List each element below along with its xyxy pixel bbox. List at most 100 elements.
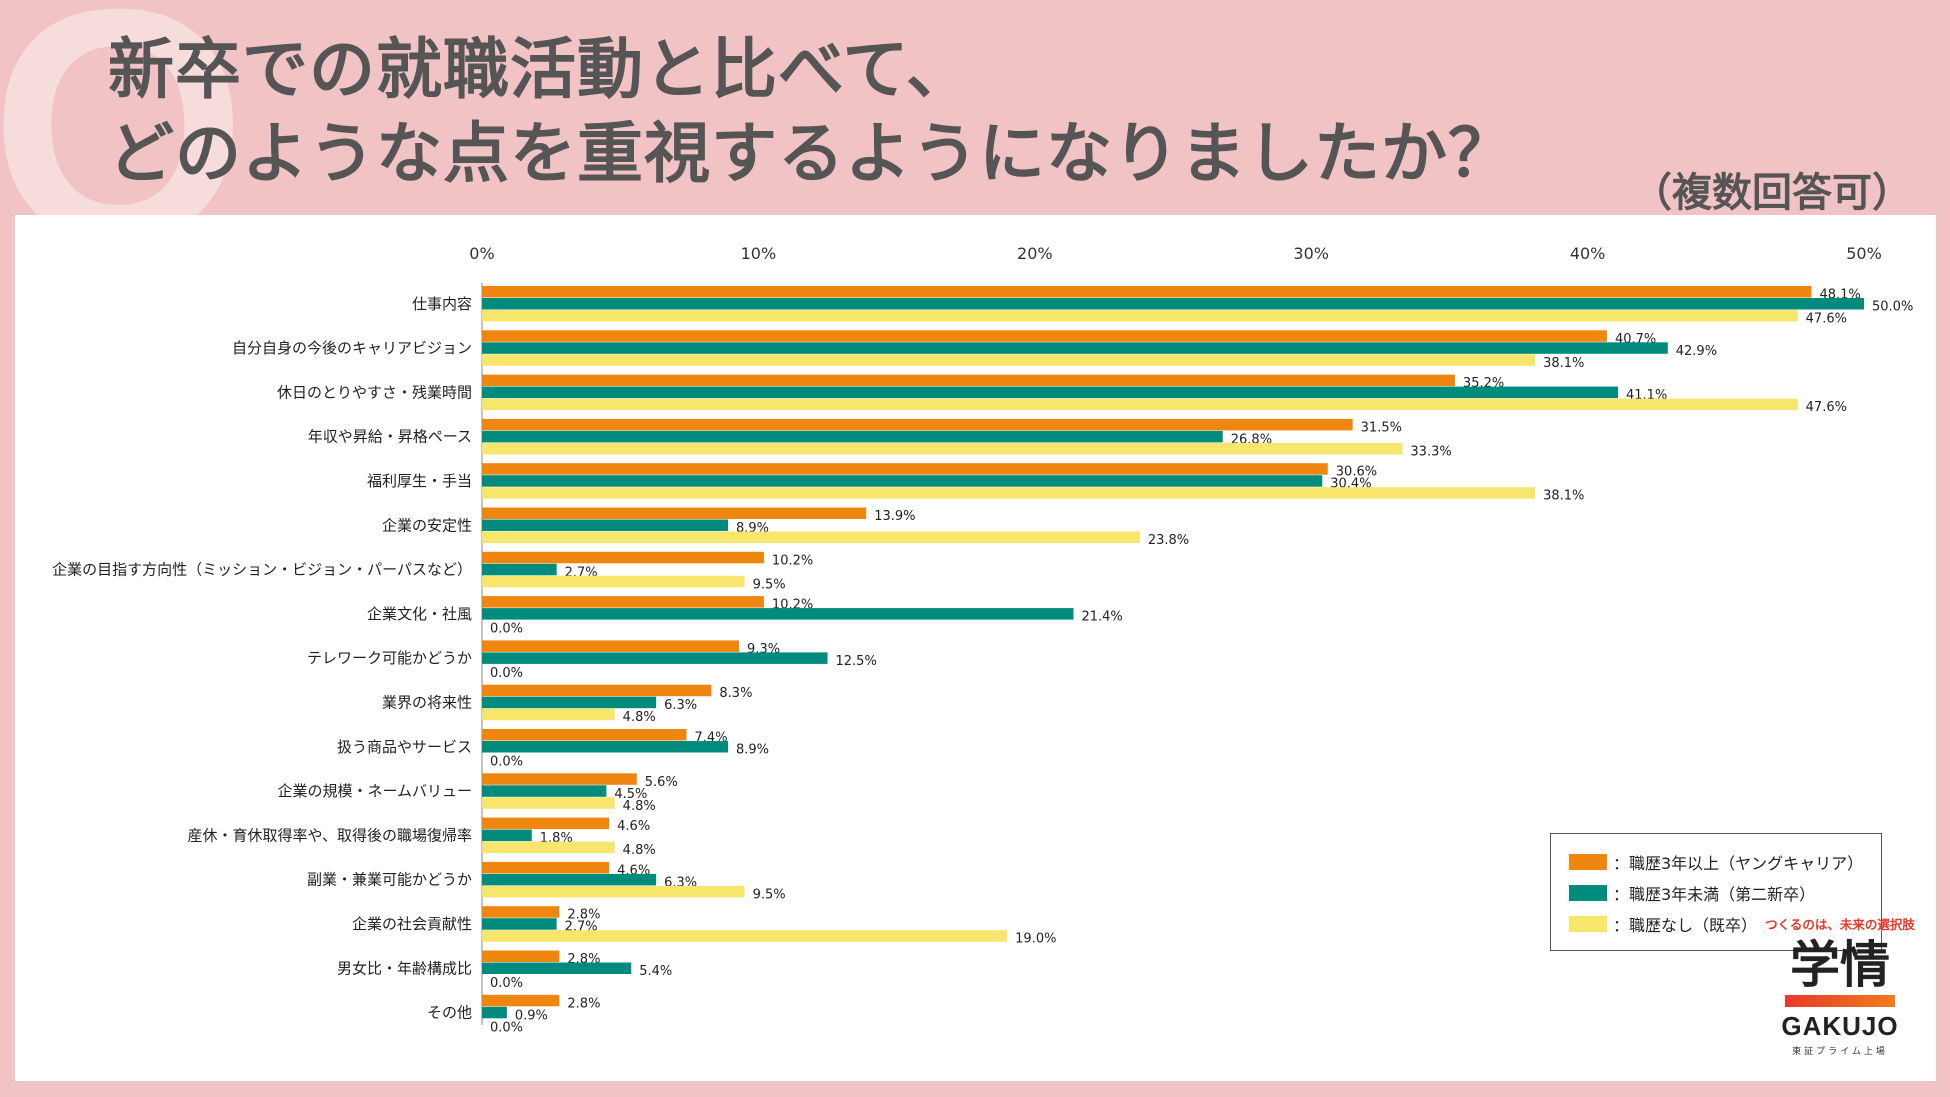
chart-legend: ：職歴3年以上（ヤングキャリア） ：職歴3年未満（第二新卒） ：職歴なし（既卒） — [1550, 833, 1882, 951]
bar-yellow — [482, 442, 1403, 455]
bar-teal — [482, 519, 728, 531]
multiple-answer-note: （複数回答可） — [1632, 170, 1912, 216]
data-label: 9.5% — [753, 577, 786, 592]
data-label: 4.5% — [614, 787, 647, 802]
data-label: 5.6% — [645, 775, 678, 790]
bar-orange — [482, 906, 560, 918]
bar-yellow — [482, 708, 615, 721]
bar-teal — [482, 873, 657, 886]
logo-brand-en: GAKUJO — [1781, 1011, 1899, 1041]
legend-item-second-new-grad: ：職歴3年未満（第二新卒） — [1569, 882, 1815, 904]
bar-teal — [482, 386, 1619, 399]
bar-teal — [482, 430, 1223, 443]
category-label: その他 — [427, 1004, 472, 1022]
bar-yellow — [482, 930, 1008, 942]
bar-yellow — [482, 531, 1140, 543]
logo-gradient-bar — [1785, 995, 1895, 1007]
bar-orange — [482, 418, 1353, 431]
bar-yellow — [482, 354, 1536, 366]
bar-orange — [482, 950, 560, 962]
category-label: 企業の規模・ネームバリュー — [277, 782, 472, 800]
category-label: 企業文化・社風 — [367, 605, 472, 623]
bar-teal — [482, 475, 1323, 487]
category-label: 仕事内容 — [412, 295, 472, 313]
bar-orange — [482, 463, 1328, 475]
bar-orange — [482, 994, 560, 1007]
data-label: 31.5% — [1361, 420, 1402, 435]
gakujo-logo: つくるのは、未来の選択肢 学情 GAKUJO 東証プライム上場 — [1760, 914, 1920, 1057]
logo-listed-text: 東証プライム上場 — [1792, 1047, 1888, 1057]
bar-orange — [482, 596, 764, 608]
logo-brand-jp: 学情 — [1790, 936, 1890, 994]
data-label: 47.6% — [1806, 400, 1847, 415]
data-label: 4.8% — [623, 799, 656, 814]
data-label: 13.9% — [874, 509, 915, 524]
data-label: 9.5% — [753, 887, 786, 902]
legend-label-graduate: ：職歴なし（既卒） — [1613, 916, 1758, 935]
bar-orange — [482, 817, 610, 830]
data-label: 12.5% — [836, 654, 877, 669]
legend-label-second-new-grad: ：職歴3年未満（第二新卒） — [1613, 885, 1816, 904]
category-label: 企業の安定性 — [382, 516, 472, 534]
data-label: 0.0% — [490, 1020, 523, 1035]
x-tick-label: 10% — [741, 244, 777, 263]
legend-swatch-orange — [1569, 854, 1607, 870]
bar-teal — [482, 918, 557, 930]
chart-panel: 0% 10% 20% 30% 40% 50% 仕事内容 48.1% 50.0% 47.6% 自分自身… — [15, 215, 1936, 1081]
data-label: 38.1% — [1543, 489, 1584, 504]
category-label: 扱う商品やサービス — [337, 738, 472, 756]
data-label: 4.8% — [623, 710, 656, 725]
data-label: 23.8% — [1148, 533, 1189, 548]
bar-yellow — [482, 575, 745, 588]
data-label: 2.8% — [567, 908, 600, 923]
legend-item-graduate: ：職歴なし（既卒） — [1569, 913, 1757, 935]
category-label: 企業の社会貢献性 — [352, 915, 472, 933]
category-label: 副業・兼業可能かどうか — [307, 871, 472, 889]
legend-swatch-yellow — [1569, 916, 1607, 932]
category-label: 自分自身の今後のキャリアビジョン — [232, 339, 472, 357]
bar-orange — [482, 729, 687, 741]
category-label: テレワーク可能かどうか — [307, 649, 472, 667]
data-label: 19.0% — [1015, 932, 1056, 947]
data-label: 33.3% — [1410, 444, 1451, 459]
bar-teal — [482, 785, 607, 797]
bar-yellow — [482, 841, 615, 854]
x-tick-label: 50% — [1846, 244, 1882, 263]
data-label: 42.9% — [1676, 344, 1717, 359]
bar-orange — [482, 330, 1607, 342]
bar-yellow — [482, 310, 1798, 322]
logo-tagline: つくるのは、未来の選択肢 — [1765, 917, 1915, 932]
bar-orange — [482, 640, 740, 652]
data-label: 10.2% — [772, 553, 813, 568]
bar-yellow — [482, 885, 745, 898]
x-tick-label: 0% — [469, 244, 494, 263]
data-label: 4.8% — [623, 843, 656, 858]
bar-teal — [482, 741, 728, 753]
bar-teal — [482, 829, 532, 842]
bar-teal — [482, 342, 1668, 354]
category-label: 休日のとりやすさ・残業時間 — [277, 383, 472, 401]
data-label: 2.8% — [567, 996, 600, 1011]
category-label: 男女比・年齢構成比 — [337, 959, 472, 977]
bar-yellow — [482, 797, 615, 809]
data-label: 21.4% — [1081, 610, 1122, 625]
data-label: 0.0% — [490, 755, 523, 770]
bar-teal — [482, 298, 1864, 310]
data-label: 38.1% — [1543, 356, 1584, 371]
bar-teal — [482, 1006, 507, 1019]
bar-orange — [482, 551, 764, 564]
category-label: 福利厚生・手当 — [367, 472, 472, 490]
data-label: 6.3% — [664, 698, 697, 713]
bar-orange — [482, 684, 712, 697]
bar-yellow — [482, 398, 1798, 411]
bar-chart: 0% 10% 20% 30% 40% 50%仕事内容 48.1%50.0%47.6%自分自身… — [52, 244, 1913, 1035]
data-label: 5.4% — [639, 964, 672, 979]
bar-teal — [482, 962, 632, 974]
data-label: 8.3% — [719, 686, 752, 701]
data-label: 4.6% — [617, 819, 650, 834]
title-line-2: どのような点を重視するようになりましたか？ — [108, 115, 1515, 192]
title-line-1: 新卒での就職活動と比べて、 — [108, 31, 974, 108]
legend-swatch-teal — [1569, 885, 1607, 901]
bar-teal — [482, 563, 557, 576]
category-label: 企業の目指す方向性（ミッション・ビジョン・パーパスなど） — [52, 561, 472, 579]
